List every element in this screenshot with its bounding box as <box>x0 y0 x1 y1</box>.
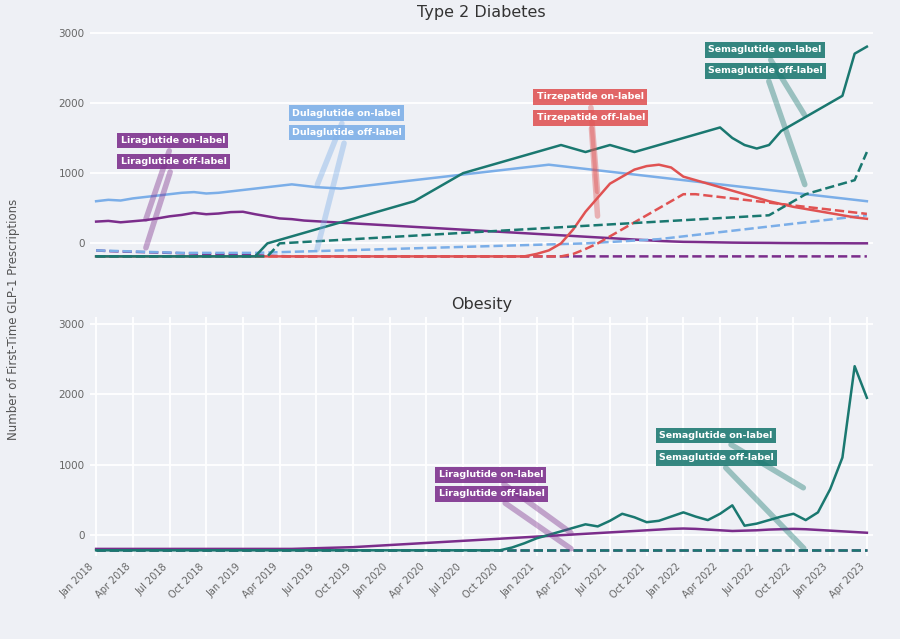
Text: Liraglutide off-label: Liraglutide off-label <box>438 489 571 549</box>
Text: Tirzepatide on-label: Tirzepatide on-label <box>536 93 644 192</box>
Text: Semaglutide on-label: Semaglutide on-label <box>659 431 804 488</box>
Text: Dulaglutide on-label: Dulaglutide on-label <box>292 109 400 185</box>
Text: Liraglutide on-label: Liraglutide on-label <box>121 136 225 219</box>
Title: Type 2 Diabetes: Type 2 Diabetes <box>418 5 545 20</box>
Text: Liraglutide on-label: Liraglutide on-label <box>438 470 571 533</box>
Text: Tirzepatide off-label: Tirzepatide off-label <box>536 113 645 216</box>
Text: Number of First-Time GLP-1 Prescriptions: Number of First-Time GLP-1 Prescriptions <box>7 199 20 440</box>
Text: Semaglutide off-label: Semaglutide off-label <box>707 66 823 185</box>
Title: Obesity: Obesity <box>451 296 512 312</box>
Text: Semaglutide on-label: Semaglutide on-label <box>707 45 821 114</box>
Text: Dulaglutide off-label: Dulaglutide off-label <box>292 128 401 249</box>
Text: Liraglutide off-label: Liraglutide off-label <box>121 157 227 248</box>
Text: Semaglutide off-label: Semaglutide off-label <box>659 453 804 548</box>
